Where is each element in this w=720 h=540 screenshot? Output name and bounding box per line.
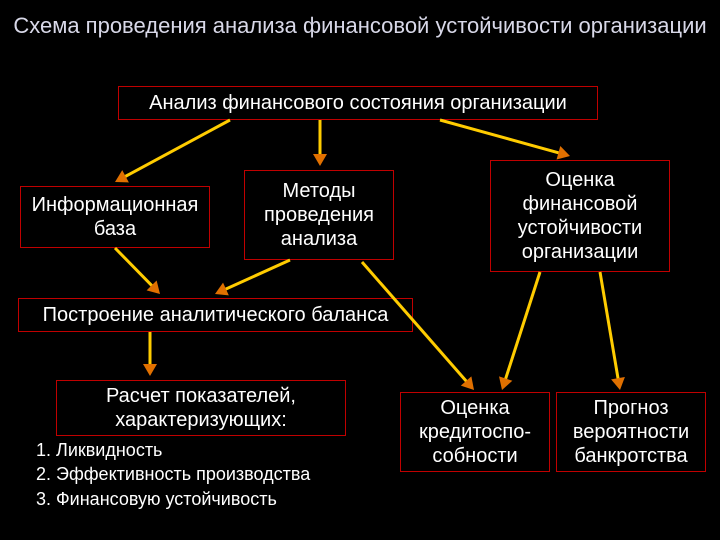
box-assessment: Оценка финансовой устойчивости организац…: [490, 160, 670, 272]
indicator-list-item: Финансовую устойчивость: [56, 487, 310, 511]
indicator-list-item: Ликвидность: [56, 438, 310, 462]
box-analysis-top: Анализ финансового состояния организации: [118, 86, 598, 120]
box-bankrupt: Прогноз вероятности банкротства: [556, 392, 706, 472]
box-balance: Построение аналитического баланса: [18, 298, 413, 332]
page-title: Схема проведения анализа финансовой усто…: [0, 12, 720, 40]
box-calc: Расчет показателей, характеризующих:: [56, 380, 346, 436]
indicator-list-item: Эффективность производства: [56, 462, 310, 486]
box-methods: Методы проведения анализа: [244, 170, 394, 260]
indicator-list: ЛиквидностьЭффективность производстваФин…: [30, 438, 310, 511]
box-info-base: Информационная база: [20, 186, 210, 248]
box-credit: Оценка кредитоспо-собности: [400, 392, 550, 472]
